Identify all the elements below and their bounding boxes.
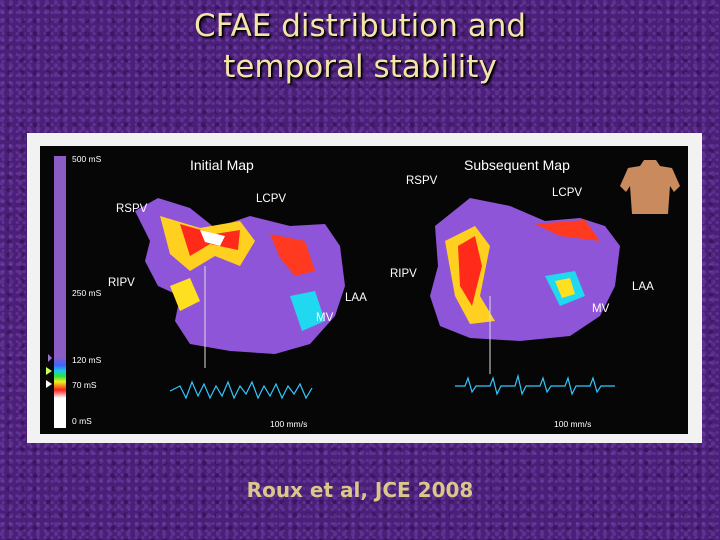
label-lcpv-initial: LCPV <box>256 193 286 205</box>
label-ripv-initial: RIPV <box>108 277 135 289</box>
cfae-zone-initial-5 <box>170 278 200 311</box>
subsequent-map: Subsequent Map RSPV LCPV RIPV LAA MV 100… <box>390 157 654 429</box>
scale-label-0: 0 mS <box>72 416 92 426</box>
label-mv-subsequent: MV <box>592 303 610 315</box>
speed-subsequent: 100 mm/s <box>554 419 591 429</box>
scale-label-500: 500 mS <box>72 154 102 164</box>
initial-map-title: Initial Map <box>190 157 254 173</box>
title-line-1: CFAE distribution and <box>193 8 527 44</box>
label-mv-initial: MV <box>316 312 334 324</box>
label-laa-initial: LAA <box>345 292 367 304</box>
cfae-zone-subsequent-3 <box>535 220 600 241</box>
title-line-2: temporal stability <box>223 49 497 85</box>
label-rspv-initial: RSPV <box>116 203 148 215</box>
scale-label-250: 250 mS <box>72 288 102 298</box>
initial-map: Initial Map RSPV LCPV RIPV LAA MV 100 mm… <box>108 157 367 429</box>
egm-signal-initial <box>169 380 313 400</box>
speed-initial: 100 mm/s <box>270 419 307 429</box>
egm-signal-subsequent <box>455 373 615 396</box>
scale-label-70: 70 mS <box>72 380 97 390</box>
slide-title: CFAE distribution and temporal stability <box>0 6 720 88</box>
color-scale-bar <box>54 156 66 428</box>
scale-label-120: 120 mS <box>72 355 102 365</box>
scale-marker-green <box>46 367 52 375</box>
cfae-zone-initial-4 <box>270 234 315 276</box>
label-lcpv-subsequent: LCPV <box>552 187 582 199</box>
cfae-figure-svg: 500 mS 250 mS 120 mS 70 mS 0 mS Initial … <box>46 154 680 429</box>
scale-marker-white <box>46 380 52 388</box>
cfae-zone-subsequent-5 <box>555 278 575 298</box>
label-laa-subsequent: LAA <box>632 281 654 293</box>
scale-marker-purple <box>48 354 52 362</box>
torso-orientation-icon <box>620 160 680 214</box>
cfae-zone-subsequent-2 <box>458 236 482 306</box>
label-rspv-subsequent: RSPV <box>406 175 438 187</box>
cfae-zone-initial-6 <box>290 291 325 331</box>
label-ripv-subsequent: RIPV <box>390 268 417 280</box>
subsequent-map-title: Subsequent Map <box>464 157 570 173</box>
cfae-figure: 500 mS 250 mS 120 mS 70 mS 0 mS Initial … <box>40 146 688 434</box>
citation: Roux et al, JCE 2008 <box>246 478 474 502</box>
cfae-zone-initial-3 <box>200 230 225 246</box>
